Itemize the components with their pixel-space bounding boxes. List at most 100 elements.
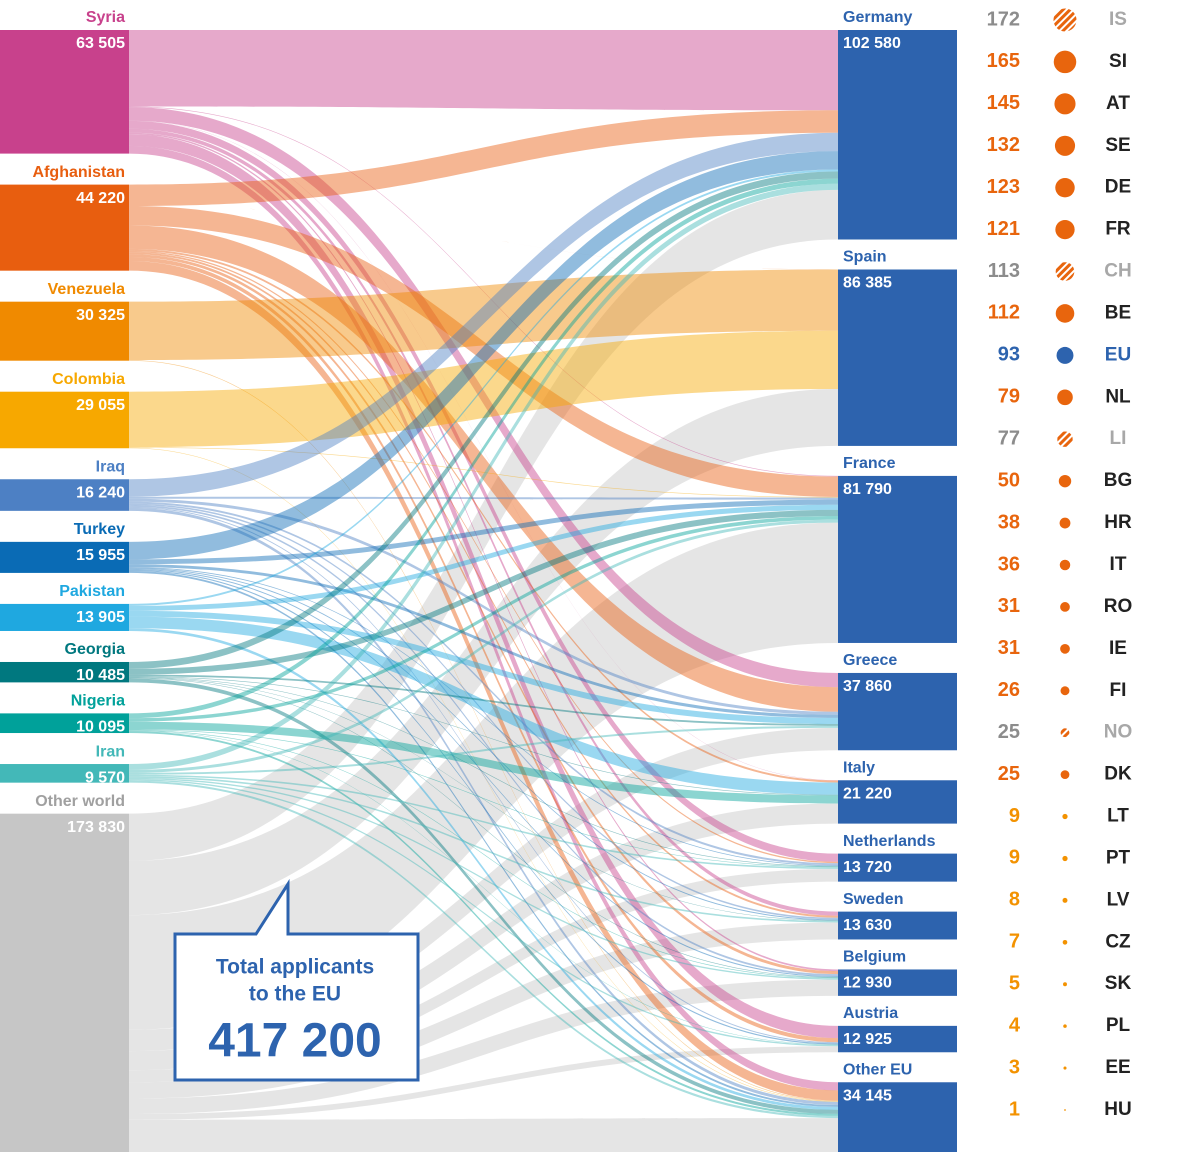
rank-value: 132	[987, 134, 1020, 156]
target-node	[838, 30, 957, 240]
rank-value: 7	[1009, 931, 1020, 953]
source-value: 173 830	[67, 819, 125, 836]
flow	[129, 260, 838, 1101]
rank-value: 50	[998, 469, 1020, 491]
flow	[129, 110, 838, 207]
rank-value: 9	[1009, 805, 1020, 827]
rank-code: LT	[1107, 806, 1129, 827]
rank-code: NL	[1105, 386, 1131, 407]
source-node	[0, 764, 129, 783]
flow	[129, 569, 838, 1045]
source-node	[0, 813, 129, 1152]
target-name: Greece	[843, 652, 897, 669]
rank-dot	[1060, 686, 1070, 696]
flow	[129, 721, 838, 804]
source-name: Nigeria	[71, 693, 125, 710]
source-node	[0, 301, 129, 361]
flow	[129, 922, 838, 1099]
rank-value: 165	[987, 50, 1020, 72]
flows	[129, 30, 838, 1152]
flow	[129, 248, 838, 783]
flow	[129, 868, 838, 1083]
source-name: Other world	[35, 793, 125, 810]
rank-code: CZ	[1105, 931, 1131, 952]
source-value: 63 505	[76, 35, 125, 52]
flow	[129, 132, 838, 972]
flow	[129, 106, 838, 477]
flow	[129, 731, 838, 1116]
rank-value: 93	[998, 344, 1020, 366]
flow	[129, 252, 838, 918]
flow	[129, 206, 838, 270]
flow	[129, 250, 838, 864]
callout-line: to the EU	[249, 983, 341, 1006]
target-value: 81 790	[843, 481, 892, 498]
rank-dot	[1053, 50, 1077, 74]
source-value: 10 485	[76, 667, 125, 684]
rank-dot	[1063, 1066, 1067, 1070]
target-value: 102 580	[843, 35, 901, 52]
flow	[129, 360, 838, 783]
flow	[129, 628, 838, 1110]
flow	[129, 677, 838, 921]
rank-value: 31	[998, 595, 1020, 617]
flow	[129, 678, 838, 1114]
flow	[129, 389, 838, 719]
rank-code: DE	[1105, 177, 1131, 198]
rank-code: IS	[1109, 9, 1127, 30]
flow	[129, 360, 838, 1102]
rank-dot	[1060, 770, 1070, 779]
flow	[129, 568, 838, 978]
flow	[129, 107, 838, 688]
flow	[129, 189, 838, 861]
flow	[129, 509, 838, 675]
rank-code: LI	[1110, 428, 1127, 449]
rank-code: SK	[1105, 973, 1132, 994]
rank-dot	[1057, 389, 1073, 406]
rank-value: 25	[998, 721, 1020, 743]
rank-code: FR	[1105, 219, 1131, 240]
flow	[129, 257, 838, 1043]
flow	[129, 727, 838, 1052]
flow	[129, 674, 838, 726]
rank-dot	[1054, 93, 1076, 115]
flow	[129, 225, 838, 712]
target-name: Other EU	[843, 1061, 912, 1078]
flow	[129, 330, 838, 448]
rank-code: BE	[1105, 302, 1131, 323]
flow	[129, 134, 838, 1039]
rank-dot	[1064, 1109, 1066, 1111]
rank-code: RO	[1104, 596, 1133, 617]
flow	[129, 1118, 838, 1152]
rank-dot	[1057, 431, 1073, 447]
flow	[129, 777, 838, 980]
rank-dot	[1055, 219, 1075, 240]
rank-code: SE	[1105, 135, 1130, 156]
rank-dot	[1062, 939, 1068, 945]
source-node	[0, 30, 129, 154]
source-node	[0, 603, 129, 631]
flow	[129, 725, 838, 775]
flow	[129, 503, 838, 920]
flow	[129, 447, 838, 1102]
source-value: 29 055	[76, 397, 125, 414]
target-value: 13 720	[843, 859, 892, 876]
flow	[129, 171, 838, 669]
source-name: Venezuela	[48, 281, 125, 298]
flow	[129, 360, 838, 918]
flow	[129, 183, 838, 770]
source-name: Iraq	[96, 458, 125, 475]
rank-value: 8	[1009, 889, 1020, 911]
flow	[129, 677, 838, 978]
rank-dot	[1054, 135, 1076, 156]
target-node	[838, 780, 957, 824]
source-value: 15 955	[76, 547, 125, 564]
rank-dot	[1063, 1024, 1067, 1028]
target-value: 21 220	[843, 785, 892, 802]
source-value: 9 570	[85, 769, 125, 786]
flow	[129, 206, 838, 497]
target-value: 86 385	[843, 275, 892, 292]
flow	[129, 979, 838, 1114]
flow	[129, 499, 838, 565]
